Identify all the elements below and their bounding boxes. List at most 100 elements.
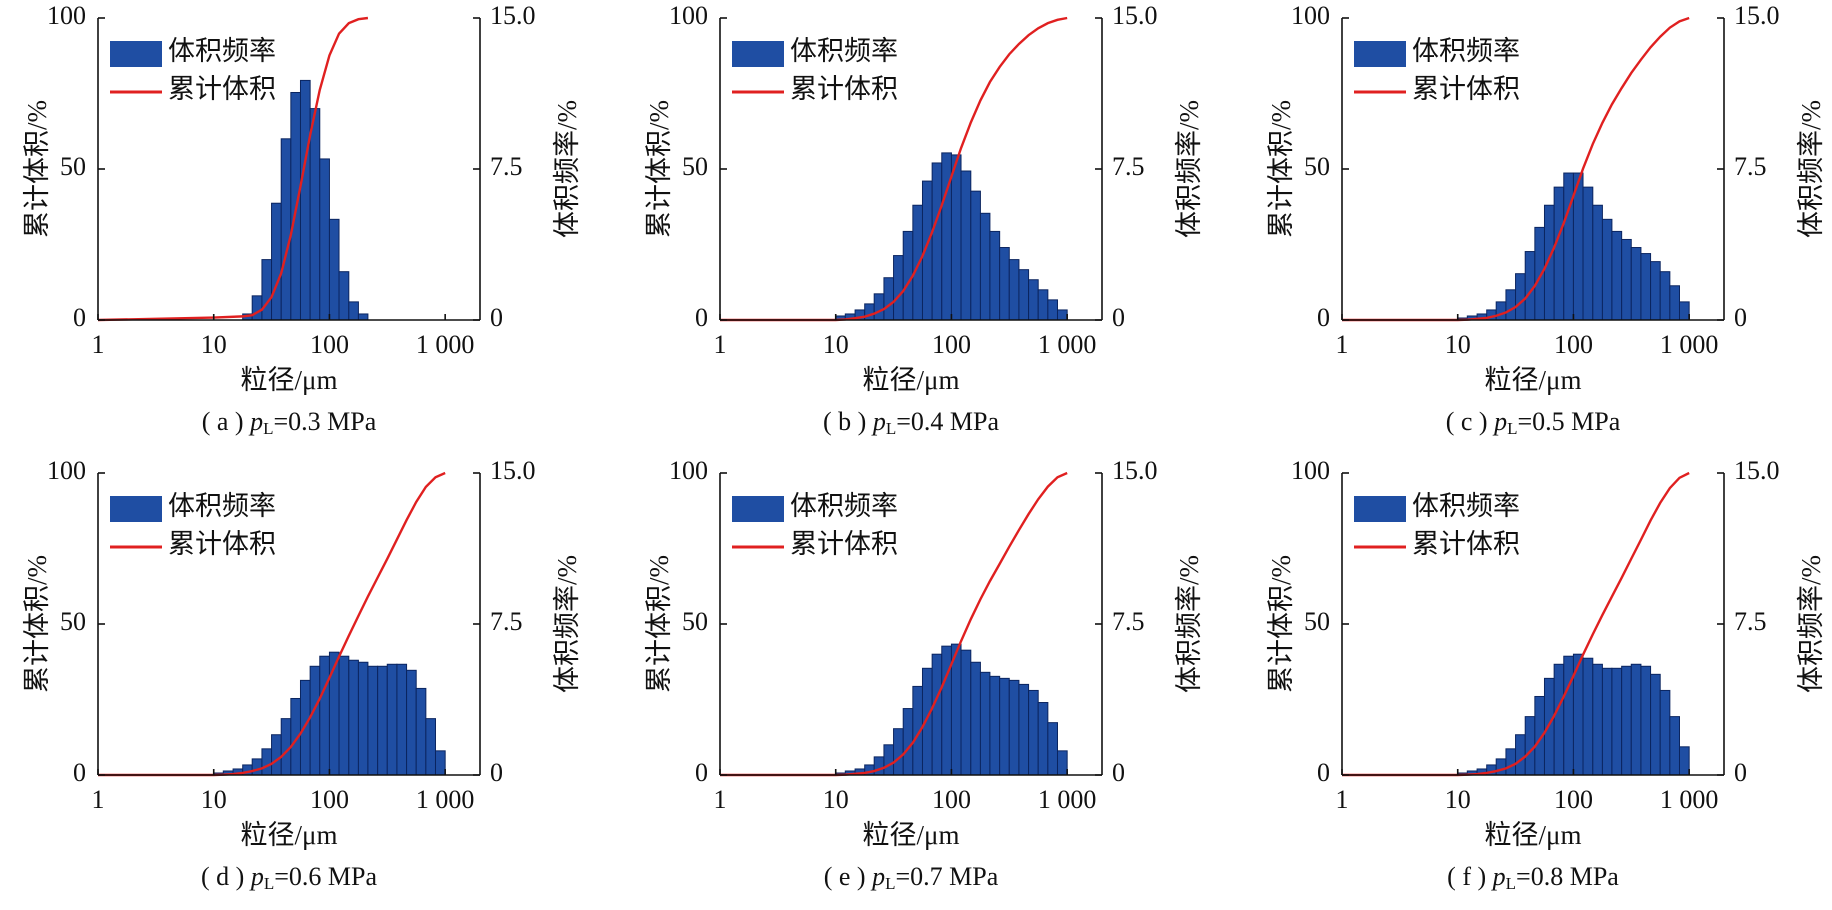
- caption-var: p: [1492, 407, 1507, 436]
- bar: [319, 158, 330, 321]
- bar: [261, 259, 273, 321]
- caption-text: =0.4 MPa: [896, 407, 999, 436]
- bar: [1669, 285, 1680, 321]
- legend-swatch: [1354, 496, 1406, 522]
- legend-label: 体积频率: [168, 491, 276, 521]
- bar: [434, 750, 446, 776]
- panel: 0 50 100 0 7.5 15.0 1 10 100 1 000 粒径/μm 累计体积/% 体积频率…: [22, 456, 582, 893]
- bar: [1505, 289, 1517, 321]
- legend-label: 体积频率: [1412, 491, 1520, 521]
- panel: 0 50 100 0 7.5 15.0 1 10 100 1 000 粒径/μm 累计体积/% 体积频率…: [22, 1, 582, 438]
- bar: [1047, 299, 1058, 321]
- bar: [1563, 172, 1574, 321]
- bar: [348, 659, 359, 776]
- caption-var: p: [249, 862, 264, 891]
- bar: [1028, 689, 1039, 776]
- x-tick-label: 10: [201, 330, 227, 359]
- legend-label: 累计体积: [168, 74, 276, 104]
- bar: [1659, 689, 1671, 776]
- bar: [999, 247, 1010, 321]
- y-tick-label: 0: [1317, 303, 1330, 332]
- caption-text: =0.3 MPa: [273, 407, 376, 436]
- bar: [912, 204, 923, 321]
- bar: [1630, 663, 1642, 776]
- bar: [1037, 289, 1049, 321]
- y-tick-label: 0: [73, 758, 86, 787]
- y-tick-label: 50: [1304, 607, 1330, 636]
- x-tick-label: 1 000: [1038, 330, 1097, 359]
- bar: [1611, 667, 1623, 776]
- x-axis-label: 粒径/μm: [1485, 820, 1582, 850]
- bar: [1037, 702, 1049, 776]
- bar: [425, 718, 436, 776]
- bar: [1640, 253, 1652, 321]
- y2-tick-label: 0: [1112, 758, 1125, 787]
- caption-sub: L: [264, 874, 274, 893]
- caption-var: p: [871, 407, 886, 436]
- y2-tick-label: 7.5: [490, 607, 523, 636]
- y2-tick-label: 7.5: [1734, 152, 1767, 181]
- y-axis-label: 累计体积/%: [644, 100, 674, 238]
- x-tick-label: 100: [1554, 330, 1593, 359]
- bar: [357, 661, 369, 776]
- bar: [1592, 204, 1603, 321]
- caption: ( c ) pL=0.5 MPa: [1446, 407, 1621, 438]
- x-axis-label: 粒径/μm: [863, 820, 960, 850]
- bar: [386, 663, 398, 776]
- bar: [280, 138, 292, 321]
- x-tick-label: 1: [714, 330, 727, 359]
- x-tick-label: 1: [1336, 330, 1349, 359]
- x-axis-label: 粒径/μm: [241, 820, 338, 850]
- legend-label: 体积频率: [790, 491, 898, 521]
- bar: [1678, 301, 1690, 321]
- bar: [377, 665, 388, 776]
- bar: [338, 271, 350, 321]
- bar: [1650, 261, 1661, 321]
- bar: [1640, 665, 1652, 776]
- bar: [1028, 279, 1039, 321]
- legend-swatch: [110, 41, 162, 67]
- y2-tick-label: 0: [1734, 758, 1747, 787]
- bar: [1515, 734, 1526, 776]
- y-tick-label: 50: [60, 607, 86, 636]
- bar: [989, 230, 1001, 321]
- bar: [348, 301, 359, 321]
- bar: [1056, 309, 1068, 321]
- bar: [1505, 748, 1517, 776]
- bar: [319, 655, 330, 776]
- bar: [261, 748, 273, 776]
- caption-text: =0.8 MPa: [1516, 862, 1619, 891]
- bar: [1630, 247, 1642, 321]
- bar: [1047, 722, 1058, 776]
- bar: [873, 756, 885, 776]
- cumulative-line: [720, 471, 1068, 777]
- bar: [1650, 673, 1661, 776]
- y2-tick-label: 15.0: [1734, 1, 1780, 30]
- bar: [1553, 663, 1565, 776]
- caption-prefix: ( d ): [201, 862, 251, 891]
- caption-text: =0.6 MPa: [274, 862, 377, 891]
- y-tick-label: 50: [60, 152, 86, 181]
- legend-label: 体积频率: [168, 36, 276, 66]
- x-tick-label: 100: [932, 330, 971, 359]
- bar: [883, 277, 895, 321]
- y-axis-label: 累计体积/%: [644, 555, 674, 693]
- caption-prefix: ( a ): [202, 407, 250, 436]
- caption-sub: L: [885, 874, 895, 893]
- x-tick-label: 10: [201, 785, 227, 814]
- bar: [1592, 663, 1603, 776]
- bar: [1008, 679, 1020, 776]
- y-tick-label: 0: [695, 758, 708, 787]
- bar: [1495, 301, 1507, 321]
- x-tick-label: 1 000: [416, 785, 475, 814]
- bar: [1495, 758, 1507, 776]
- y2-tick-label: 15.0: [1112, 1, 1158, 30]
- bar: [309, 108, 321, 321]
- y2-tick-label: 7.5: [490, 152, 523, 181]
- bar: [309, 665, 321, 776]
- bar: [328, 218, 340, 321]
- caption-sub: L: [886, 419, 896, 438]
- y2-axis-label: 体积频率/%: [1796, 555, 1826, 693]
- bar: [271, 734, 282, 776]
